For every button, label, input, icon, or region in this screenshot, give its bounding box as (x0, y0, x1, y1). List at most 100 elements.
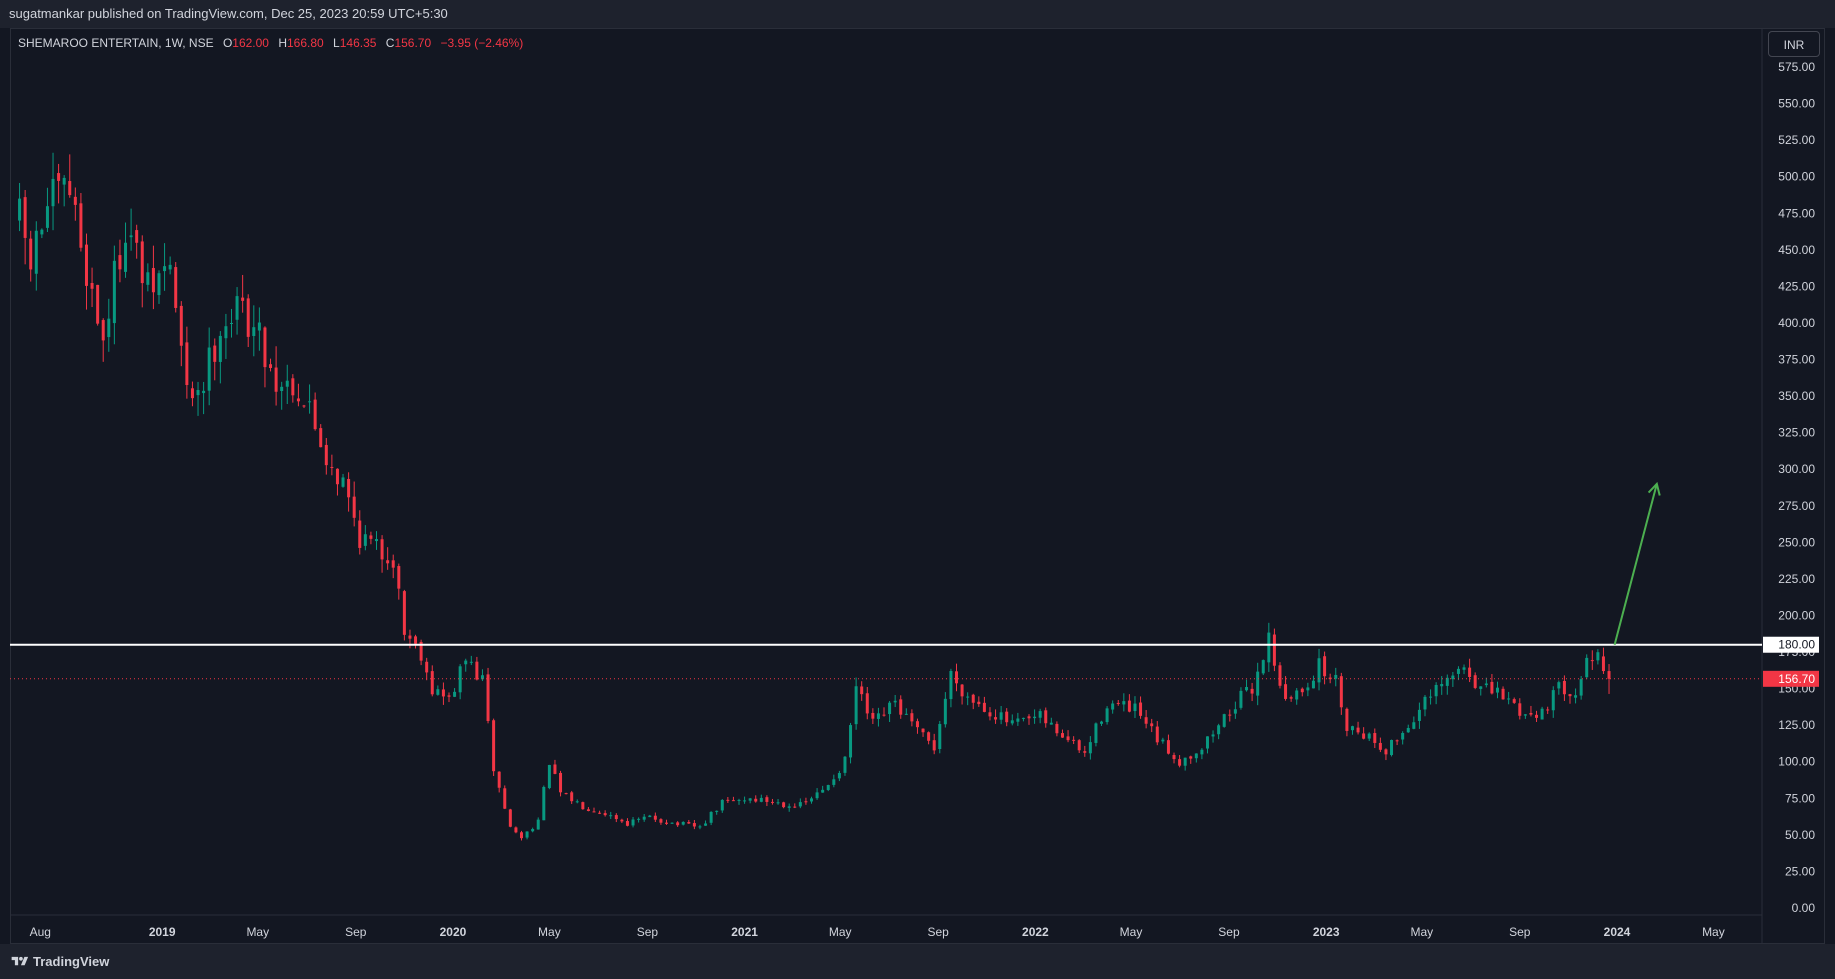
time-tick-label: Sep (1218, 925, 1240, 939)
candle-body (586, 809, 590, 811)
candle-body (659, 819, 663, 823)
candle-body (453, 691, 457, 697)
candle-body (1568, 694, 1572, 697)
candle-body (1429, 696, 1433, 698)
candle-body (687, 822, 691, 824)
candle-body (1473, 675, 1477, 688)
candle-body (235, 296, 239, 320)
candle-body (1484, 683, 1488, 686)
candle-body (1245, 687, 1249, 691)
candle-body (665, 822, 669, 824)
candle-body (971, 694, 975, 703)
candle-body (1495, 687, 1499, 693)
time-axis[interactable]: Aug 2019 May Sep 2020 May Sep 2021 May Sep 2022 May… (30, 925, 1725, 939)
candle-body (821, 789, 825, 793)
candle-body (637, 818, 641, 820)
candle-body (525, 831, 529, 838)
chart-pane[interactable] (10, 28, 1825, 944)
candle-body (458, 666, 462, 693)
candle-body (157, 273, 161, 296)
footer-bar: TradingView (0, 944, 1835, 979)
candle-body (118, 255, 122, 270)
candle-body (804, 801, 808, 803)
candle-body (1551, 690, 1555, 711)
price-tick-label: 225.00 (1778, 572, 1815, 586)
open-label: O (222, 36, 233, 50)
price-axis[interactable]: 0.0025.0050.0075.00100.00125.00150.00175… (1763, 60, 1819, 915)
candle-body (1529, 712, 1533, 715)
price-tick-label: 425.00 (1778, 279, 1815, 293)
brand-name[interactable]: TradingView (33, 954, 110, 969)
candle-body (1127, 700, 1131, 712)
candle-body (1417, 709, 1421, 721)
candle-body (1535, 714, 1539, 718)
candle-body (849, 725, 853, 758)
candle-body (185, 342, 189, 386)
candle-body (1133, 703, 1137, 712)
candle-body (1150, 723, 1154, 727)
candle-body (386, 560, 390, 564)
tradingview-logo-icon[interactable] (10, 955, 30, 968)
candle-body (943, 698, 947, 725)
candle-body (1334, 674, 1338, 679)
candle-body (759, 797, 763, 802)
candle-body (1233, 709, 1237, 714)
candle-body (313, 399, 317, 430)
candle-body (79, 203, 83, 248)
candle-body (391, 560, 395, 568)
candle-body (1306, 687, 1310, 691)
candle-body (748, 798, 752, 801)
candle-body (1406, 727, 1410, 733)
currency-button[interactable]: INR (1768, 31, 1820, 57)
candle-body (1546, 709, 1550, 711)
price-tick-label: 50.00 (1785, 828, 1815, 842)
candle-body (631, 819, 635, 826)
candle-body (1401, 732, 1405, 740)
candle-body (96, 284, 100, 324)
price-tick-label: 75.00 (1785, 791, 1815, 805)
candle-body (754, 798, 758, 802)
candle-body (743, 800, 747, 802)
candle-body (84, 244, 88, 286)
candle-body (1350, 726, 1354, 731)
candle-body (190, 388, 194, 399)
candle-body (782, 802, 786, 808)
candle-body (436, 689, 440, 695)
candle-body (151, 267, 155, 293)
candle-body (810, 798, 814, 802)
candle-body (765, 797, 769, 802)
candle-body (709, 811, 713, 823)
candle-body (698, 826, 702, 828)
target-arrow[interactable] (1613, 483, 1658, 645)
candle-body (1289, 697, 1293, 699)
candle-body (174, 267, 178, 308)
price-tick-label: 275.00 (1778, 499, 1815, 513)
candle-body (1295, 690, 1299, 700)
candle-body (380, 539, 384, 560)
candle-body (1010, 720, 1014, 724)
candle-body (1367, 733, 1371, 739)
candle-body (955, 671, 959, 684)
candle-body (715, 810, 719, 812)
candle-body (843, 756, 847, 773)
candle-body (994, 717, 998, 720)
candle-body (1490, 681, 1494, 694)
candle-body (547, 764, 551, 789)
candle-body (129, 235, 133, 238)
candle-body (1585, 657, 1589, 678)
candle-body (1155, 726, 1159, 743)
candle-body (1105, 708, 1109, 723)
candle-body (1144, 717, 1148, 724)
candle-body (1390, 739, 1394, 756)
candle-body (1256, 671, 1260, 696)
candle-body (609, 815, 613, 817)
time-tick-label: 2021 (731, 925, 758, 939)
candle-body (246, 298, 250, 337)
candle-body (1596, 652, 1600, 661)
candle-body (1139, 702, 1143, 716)
candle-body (179, 305, 183, 346)
time-tick-label: Sep (928, 925, 950, 939)
candle-body (1412, 722, 1416, 729)
candle-body (1027, 716, 1031, 719)
